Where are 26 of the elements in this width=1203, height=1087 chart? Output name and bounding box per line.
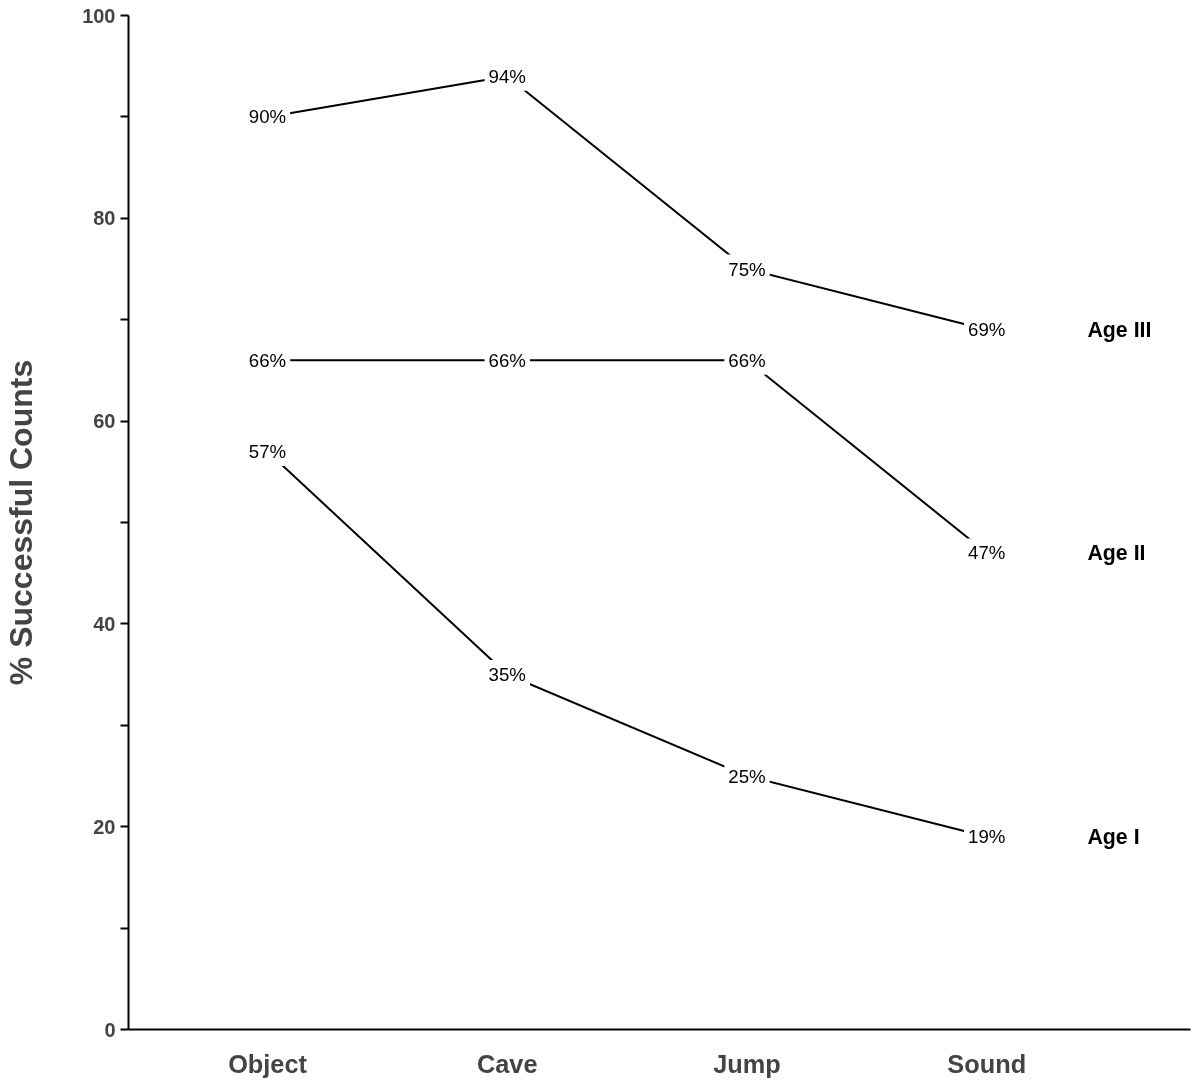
data-label: 25% (728, 765, 766, 787)
data-label: 66% (248, 349, 287, 371)
data-label: 19% (968, 826, 1006, 848)
data-label: 66% (488, 349, 526, 371)
text: Age II (1087, 540, 1146, 565)
data-label: 94% (488, 65, 526, 87)
x-tick-label: Object (228, 1049, 308, 1078)
y-tick-label: 40 (93, 612, 116, 635)
x-tick-label: Sound (947, 1049, 1027, 1078)
data-label: 69% (968, 319, 1006, 341)
y-axis-title: % Successful Counts (3, 359, 40, 686)
data-label: 35% (488, 664, 526, 686)
y-tick-label: 100 (82, 4, 116, 27)
data-label: 57% (248, 441, 287, 463)
y-tick-label: 0 (104, 1018, 116, 1041)
data-label: 47% (968, 542, 1006, 564)
y-tick-label: 60 (93, 410, 116, 433)
data-label: 75% (728, 258, 766, 280)
data-label: 90% (248, 106, 287, 128)
text: Age I (1087, 824, 1140, 849)
y-tick-label: 20 (93, 815, 116, 838)
x-tick-label: Jump (713, 1049, 781, 1078)
y-tick-label: 80 (93, 207, 116, 230)
text: Age III (1087, 317, 1152, 342)
x-tick-label: Cave (477, 1049, 538, 1078)
data-label: 66% (728, 349, 766, 371)
